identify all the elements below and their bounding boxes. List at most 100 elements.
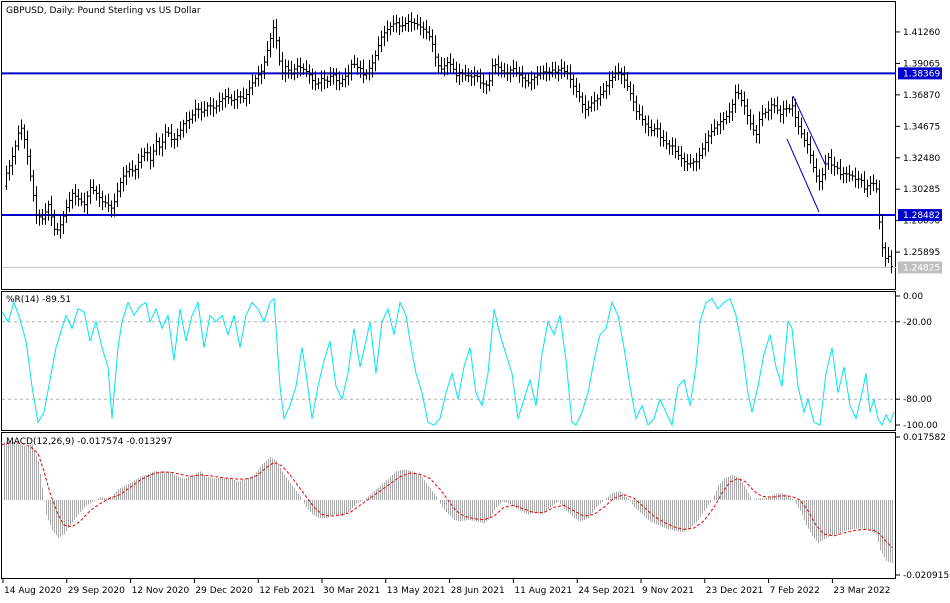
ohlc-bar [803, 129, 806, 148]
ohlc-bar [764, 108, 767, 119]
ohlc-bar [377, 36, 380, 61]
ohlc-bar [32, 170, 35, 202]
ohlc-bar [410, 12, 413, 32]
ohlc-bar [566, 64, 569, 80]
ohlc-bar [275, 19, 278, 49]
ohlc-bar [821, 167, 824, 191]
ohlc-bar [668, 140, 671, 155]
ohlc-bar [644, 115, 647, 134]
price-ohlc-bars [5, 12, 893, 274]
ohlc-bar [725, 110, 728, 125]
price-tick-label: 1.39065 [903, 59, 940, 69]
ohlc-bar [86, 191, 89, 215]
ohlc-bar [512, 59, 515, 78]
ohlc-bar [602, 82, 605, 99]
ohlc-bar [125, 165, 128, 185]
ohlc-bar [857, 170, 860, 189]
ohlc-bar [413, 18, 416, 31]
ohlc-bar [245, 88, 248, 107]
ohlc-bar [719, 112, 722, 135]
ohlc-bar [176, 128, 179, 148]
ohlc-bar [437, 53, 440, 74]
ohlc-bar [731, 99, 734, 122]
ohlc-bar [266, 41, 269, 67]
ohlc-bar [698, 147, 701, 170]
ohlc-bar [332, 67, 335, 85]
ohlc-bar [473, 66, 476, 86]
ohlc-bar [845, 166, 848, 184]
ohlc-bar [734, 84, 737, 114]
ohlc-bar [314, 71, 317, 91]
ohlc-bar [35, 186, 38, 224]
macd-signal-line [1, 442, 893, 549]
wpr-tick-label: 0.00 [903, 292, 923, 302]
x-tick-label: 11 Aug 2021 [514, 586, 572, 596]
ohlc-bar [647, 115, 650, 137]
ohlc-bar [140, 148, 143, 169]
x-tick-label: 23 Dec 2021 [706, 586, 764, 596]
ohlc-bar [788, 104, 791, 113]
ohlc-bar [26, 130, 29, 165]
ohlc-bar [560, 59, 563, 79]
ohlc-bar [671, 137, 674, 156]
ohlc-bar [359, 60, 362, 78]
ohlc-bar [557, 65, 560, 82]
ohlc-bar [203, 101, 206, 118]
ohlc-bar [23, 124, 26, 149]
ohlc-bar [728, 102, 731, 124]
ohlc-bar [74, 184, 77, 206]
ohlc-bar [44, 203, 47, 225]
ohlc-bar [533, 72, 536, 90]
ohlc-bar [113, 193, 116, 217]
ohlc-bar [737, 83, 740, 100]
ohlc-bar [482, 74, 485, 93]
ohlc-bar [173, 133, 176, 149]
ohlc-bar [638, 104, 641, 120]
ohlc-bar [293, 63, 296, 81]
ohlc-bar [551, 61, 554, 78]
x-tick-label: 12 Nov 2020 [132, 586, 190, 596]
ohlc-bar [500, 61, 503, 78]
ohlc-bar [443, 57, 446, 77]
price-horizontal-levels [2, 72, 896, 268]
channel-upper-line [792, 95, 827, 167]
ohlc-bar [50, 195, 53, 227]
ohlc-bar [365, 69, 368, 80]
ohlc-bar [812, 150, 815, 173]
ohlc-bar [41, 209, 44, 225]
ohlc-bar [251, 74, 254, 96]
ohlc-bar [434, 35, 437, 67]
price-tick-label: 1.36870 [903, 91, 940, 101]
ohlc-bar [230, 94, 233, 106]
ohlc-bar [497, 55, 500, 77]
ohlc-bar [53, 209, 56, 236]
ohlc-bar [875, 179, 878, 193]
ohlc-bar [626, 72, 629, 91]
ohlc-bar [776, 96, 779, 115]
ohlc-bar [749, 109, 752, 130]
wpr-tick-label: -20.00 [903, 318, 932, 328]
ohlc-bar [887, 247, 890, 263]
ohlc-bar [209, 97, 212, 115]
ohlc-bar [242, 87, 245, 103]
ohlc-bar [554, 61, 557, 79]
x-tick-label: 29 Dec 2020 [195, 586, 253, 596]
ohlc-bar [416, 14, 419, 30]
ohlc-bar [611, 70, 614, 89]
ohlc-bar [308, 64, 311, 84]
ohlc-bar [122, 166, 125, 192]
ohlc-bar [467, 68, 470, 83]
ohlc-bar [65, 199, 68, 224]
ohlc-bar [92, 179, 95, 195]
ohlc-bar [389, 22, 392, 36]
ohlc-bar [38, 209, 41, 226]
ohlc-bar [419, 17, 422, 36]
ohlc-bar [341, 74, 344, 88]
ohlc-bar [134, 164, 137, 180]
ohlc-bar [767, 101, 770, 121]
ohlc-bar [371, 54, 374, 78]
ohlc-bar [563, 61, 566, 78]
x-tick-label: 28 Jun 2021 [451, 586, 505, 596]
